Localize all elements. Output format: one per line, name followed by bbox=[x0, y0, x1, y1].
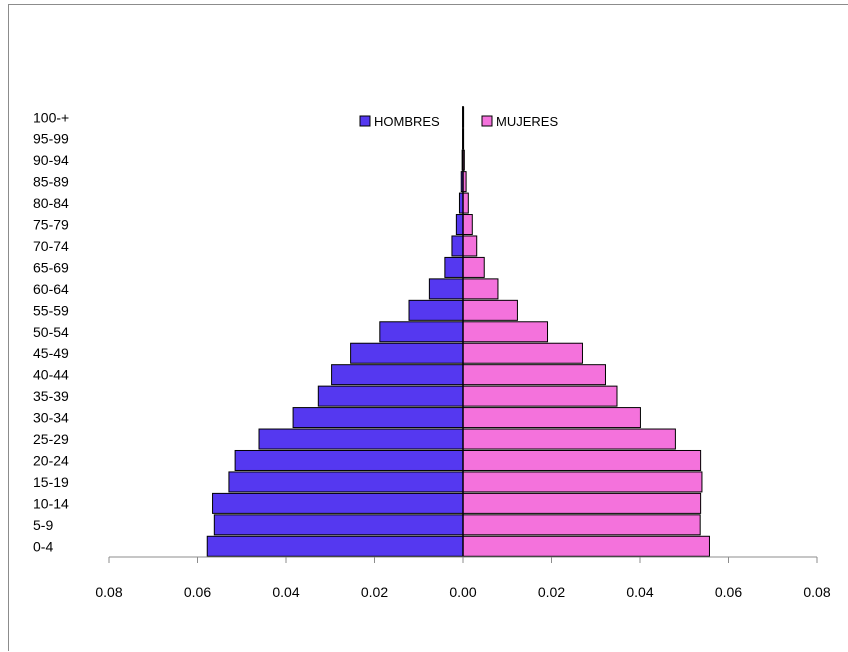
bar-mujeres-35-39 bbox=[462, 385, 618, 407]
bar-mujeres-65-69 bbox=[462, 256, 485, 278]
bar-hombres-20-24 bbox=[234, 449, 464, 471]
bar-mujeres-75-79 bbox=[462, 214, 473, 236]
bar-hombres-40-44 bbox=[331, 364, 464, 386]
category-label: 40-44 bbox=[33, 367, 69, 383]
legend-label-mujeres: MUJERES bbox=[496, 114, 558, 129]
x-tick-label: 0.02 bbox=[361, 584, 388, 600]
bar-hombres-15-19 bbox=[228, 471, 464, 493]
bar-mujeres-20-24 bbox=[462, 449, 702, 471]
bar-hombres-70-74 bbox=[451, 235, 464, 257]
category-label: 60-64 bbox=[33, 281, 69, 297]
category-label: 90-94 bbox=[33, 152, 69, 168]
category-label: 65-69 bbox=[33, 259, 69, 275]
bar-mujeres-10-14 bbox=[462, 492, 702, 514]
bars-layer bbox=[206, 106, 710, 557]
category-label: 25-29 bbox=[33, 431, 69, 447]
x-axis bbox=[108, 106, 818, 563]
bar-mujeres-55-59 bbox=[462, 299, 518, 321]
bar-hombres-30-34 bbox=[292, 407, 464, 429]
category-label: 45-49 bbox=[33, 345, 69, 361]
bar-hombres-50-54 bbox=[379, 321, 464, 343]
bar-hombres-5-9 bbox=[213, 514, 464, 536]
category-label: 100-+ bbox=[33, 109, 69, 125]
bar-hombres-45-49 bbox=[350, 342, 464, 364]
legend-swatch-mujeres bbox=[481, 115, 493, 127]
category-label: 15-19 bbox=[33, 474, 69, 490]
category-label: 50-54 bbox=[33, 324, 69, 340]
category-label: 85-89 bbox=[33, 174, 69, 190]
legend: HOMBRES MUJERES bbox=[359, 114, 558, 129]
category-labels: 0-4 5-9 10-14 15-19 20-24 25-29 30-34 35-39 40-4… bbox=[33, 109, 69, 554]
bar-mujeres-50-54 bbox=[462, 321, 549, 343]
population-pyramid-chart: 0-4 5-9 10-14 15-19 20-24 25-29 30-34 35-39 40-4… bbox=[33, 106, 831, 600]
bar-mujeres-5-9 bbox=[462, 514, 701, 536]
category-label: 5-9 bbox=[33, 517, 53, 533]
bar-hombres-65-69 bbox=[444, 256, 464, 278]
bar-mujeres-70-74 bbox=[462, 235, 478, 257]
legend-label-hombres: HOMBRES bbox=[374, 114, 440, 129]
bar-mujeres-15-19 bbox=[462, 471, 703, 493]
legend-swatch-hombres bbox=[359, 115, 371, 127]
bar-mujeres-60-64 bbox=[462, 278, 499, 300]
x-tick-label: 0.06 bbox=[184, 584, 211, 600]
category-label: 80-84 bbox=[33, 195, 69, 211]
x-tick-label: 0.04 bbox=[272, 584, 299, 600]
x-tick-labels: 0.08 0.06 0.04 0.02 0.00 0.02 0.04 0.06 0.08 bbox=[95, 584, 830, 600]
bar-mujeres-0-4 bbox=[462, 535, 710, 557]
bar-mujeres-40-44 bbox=[462, 364, 606, 386]
bar-mujeres-45-49 bbox=[462, 342, 583, 364]
bar-hombres-10-14 bbox=[212, 492, 464, 514]
x-tick-label: 0.08 bbox=[95, 584, 122, 600]
category-label: 20-24 bbox=[33, 452, 69, 468]
bar-mujeres-80-84 bbox=[462, 192, 469, 214]
category-label: 55-59 bbox=[33, 302, 69, 318]
bar-hombres-25-29 bbox=[258, 428, 464, 450]
x-tick-label: 0.06 bbox=[715, 584, 742, 600]
bar-hombres-75-79 bbox=[455, 214, 464, 236]
bar-hombres-35-39 bbox=[317, 385, 464, 407]
category-label: 35-39 bbox=[33, 388, 69, 404]
x-tick-label: 0.08 bbox=[803, 584, 830, 600]
bar-hombres-55-59 bbox=[408, 299, 464, 321]
x-tick-label: 0.00 bbox=[449, 584, 476, 600]
bar-mujeres-25-29 bbox=[462, 428, 676, 450]
bar-hombres-0-4 bbox=[206, 535, 464, 557]
category-label: 70-74 bbox=[33, 238, 69, 254]
bar-mujeres-30-34 bbox=[462, 407, 641, 429]
category-label: 95-99 bbox=[33, 131, 69, 147]
category-label: 75-79 bbox=[33, 217, 69, 233]
chart-area: 0-4 5-9 10-14 15-19 20-24 25-29 30-34 35-39 40-4… bbox=[8, 4, 848, 651]
category-label: 10-14 bbox=[33, 495, 69, 511]
x-tick-label: 0.04 bbox=[626, 584, 653, 600]
x-tick-label: 0.02 bbox=[538, 584, 565, 600]
bar-hombres-60-64 bbox=[428, 278, 464, 300]
category-label: 0-4 bbox=[33, 538, 53, 554]
category-label: 30-34 bbox=[33, 410, 69, 426]
